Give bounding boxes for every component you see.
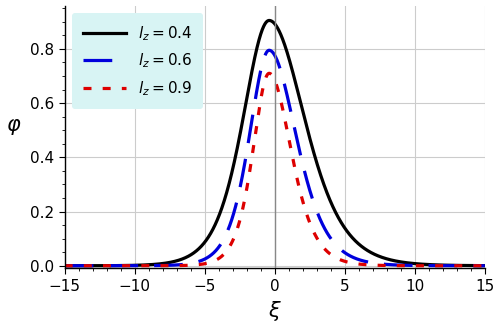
X-axis label: $\xi$: $\xi$ [268, 299, 281, 323]
Y-axis label: $\varphi$: $\varphi$ [6, 117, 21, 137]
Legend: $l_z=0.4$, $l_z=0.6$, $l_z=0.9$: $l_z=0.4$, $l_z=0.6$, $l_z=0.9$ [72, 13, 203, 109]
